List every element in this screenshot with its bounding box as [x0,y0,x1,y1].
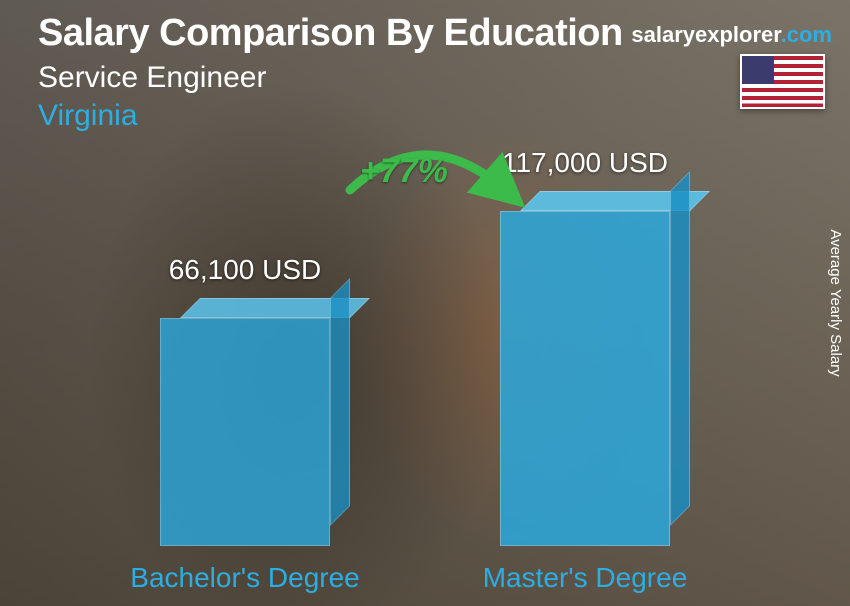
infographic-container: Salary Comparison By Education Service E… [0,0,850,606]
bar-front-face [500,211,670,546]
brand-part1: salaryexplorer [631,22,780,47]
job-title: Service Engineer [38,61,830,95]
flag-canton [742,56,774,84]
bar-side-face [670,171,690,526]
bar-side-face [330,278,350,526]
country-flag-icon [740,54,825,109]
percent-increase-badge: +77% [340,140,540,220]
bar-value-label: 66,100 USD [95,254,395,286]
bar-category-label: Bachelor's Degree [95,562,395,594]
y-axis-label: Average Yearly Salary [827,229,844,376]
location-label: Virginia [38,99,830,133]
brand-logo: salaryexplorer.com [631,22,832,48]
bar-front-face [160,318,330,546]
percent-increase-text: +77% [360,152,448,191]
brand-part2: .com [781,22,832,47]
bar-category-label: Master's Degree [435,562,735,594]
